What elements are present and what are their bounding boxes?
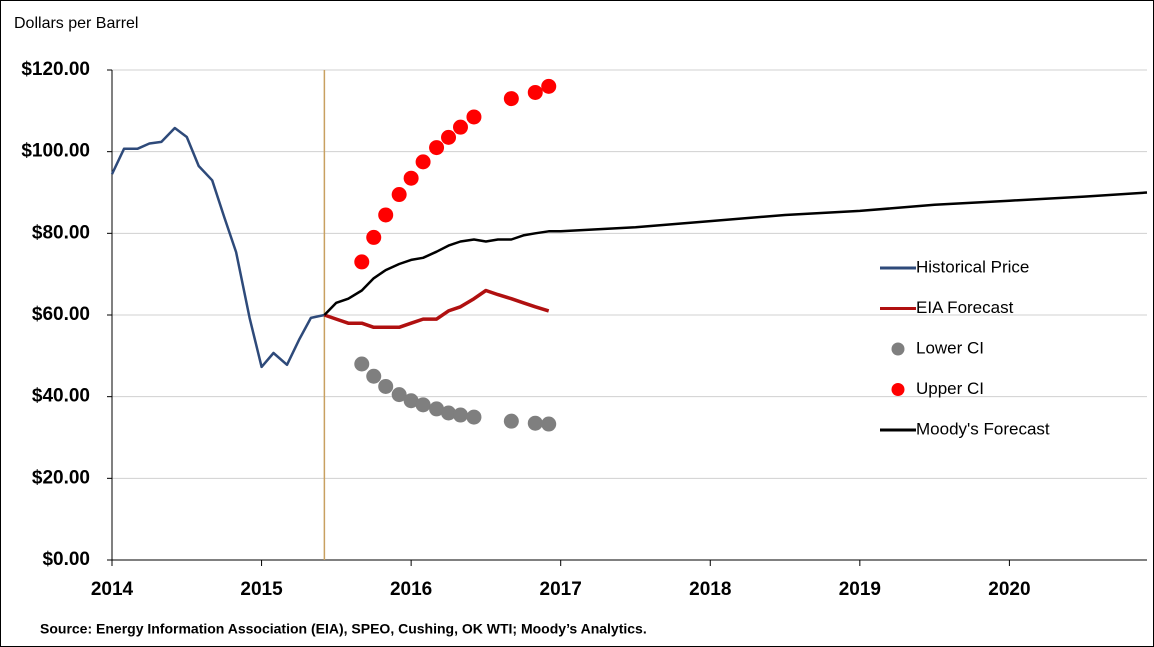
y-tick-label: $120.00 — [21, 59, 90, 80]
data-point — [429, 140, 445, 156]
data-point — [452, 119, 468, 135]
x-tick-label: 2019 — [839, 579, 881, 600]
data-point — [403, 170, 419, 186]
y-tick-label: $100.00 — [21, 141, 90, 162]
y-tick-label: $20.00 — [32, 467, 90, 488]
y-tick-label: $0.00 — [42, 549, 90, 570]
data-line — [323, 288, 550, 330]
data-point — [527, 415, 543, 431]
y-axis-label: Dollars per Barrel — [14, 15, 138, 32]
legend-label: EIA Forecast — [916, 298, 1014, 317]
data-point — [378, 378, 394, 394]
x-tick-label: 2015 — [240, 579, 283, 600]
x-tick-label: 2014 — [91, 579, 134, 600]
x-tick-label: 2017 — [540, 579, 582, 600]
data-point — [378, 207, 394, 223]
legend-swatch — [891, 383, 905, 396]
x-tick-label: 2016 — [390, 579, 432, 600]
data-point — [391, 387, 407, 403]
data-point — [466, 409, 482, 425]
y-tick-label: $40.00 — [32, 386, 90, 407]
legend-swatch — [891, 342, 905, 356]
data-point — [366, 229, 382, 245]
data-point — [452, 407, 468, 423]
data-line — [110, 126, 325, 369]
data-point — [354, 356, 370, 372]
data-point — [429, 401, 445, 417]
data-point — [403, 393, 419, 409]
data-point — [466, 109, 482, 125]
data-point — [441, 129, 457, 145]
y-tick-label: $80.00 — [32, 222, 90, 243]
data-point — [415, 154, 431, 170]
data-point — [391, 187, 407, 203]
data-point — [541, 416, 557, 432]
legend-label: Upper CI — [916, 379, 984, 398]
data-point — [541, 78, 557, 94]
source-note: Source: Energy Information Association (… — [40, 621, 647, 637]
data-point — [503, 413, 519, 429]
legend-label: Lower CI — [916, 338, 984, 357]
data-point — [527, 84, 543, 100]
data-point — [503, 91, 519, 107]
data-point — [366, 368, 382, 384]
x-tick-label: 2020 — [988, 579, 1030, 600]
legend-label: Moody's Forecast — [916, 419, 1050, 438]
data-point — [441, 405, 457, 421]
legend-label: Historical Price — [916, 257, 1029, 276]
data-line — [323, 191, 1148, 316]
y-tick-label: $60.00 — [32, 304, 90, 325]
data-point — [415, 397, 431, 413]
x-tick-label: 2018 — [689, 579, 731, 600]
data-point — [354, 254, 370, 270]
